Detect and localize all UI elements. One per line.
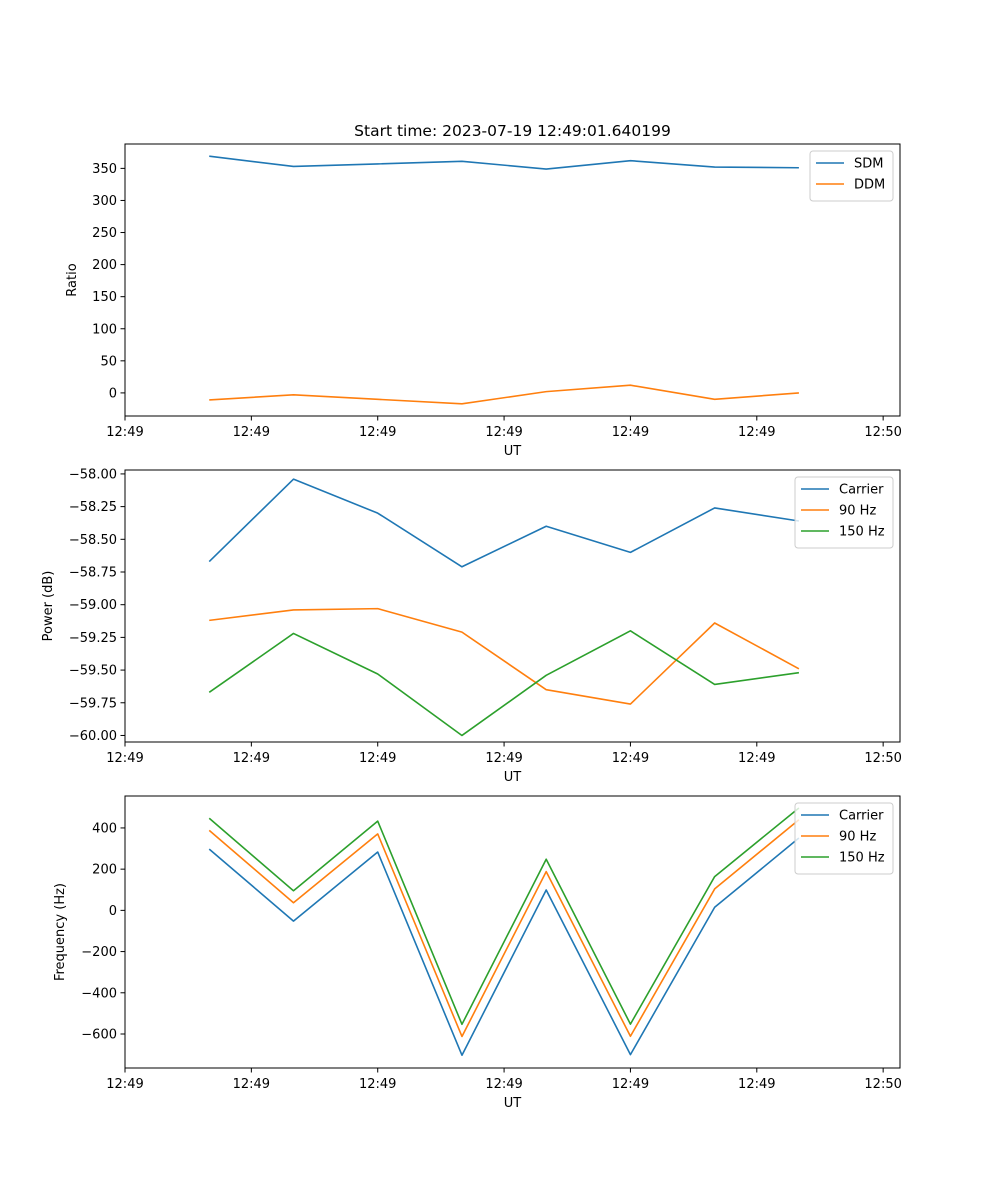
- x-tick-label: 12:49: [738, 1077, 775, 1092]
- y-tick-label: 200: [92, 863, 117, 878]
- legend: Carrier 90 Hz 150 Hz: [794, 802, 894, 875]
- series-line-carrier: [208, 837, 800, 1057]
- x-tick-label: 12:49: [106, 751, 143, 766]
- x-tick-label: 12:49: [612, 751, 649, 766]
- charts: 12:49 12:49 12:49 12:49 12:49 12:49 12:50 0 50 10…: [41, 122, 902, 1111]
- x-axis-label: UT: [504, 444, 522, 459]
- x-tick-label: 12:50: [864, 1077, 901, 1092]
- series-line-150-hz: [208, 807, 800, 1026]
- y-tick-label: −58.75: [69, 566, 117, 581]
- legend-label: Carrier: [839, 809, 884, 824]
- legend-label: 150 Hz: [839, 851, 885, 866]
- chart-panel-2: 12:49 12:49 12:49 12:49 12:49 12:49 12:50 −58.0…: [41, 467, 902, 785]
- series-line-90-hz: [208, 819, 800, 1038]
- y-tick-label: 0: [109, 904, 117, 919]
- x-tick-label: 12:49: [359, 751, 396, 766]
- x-tick-label: 12:49: [485, 1077, 522, 1092]
- x-tick-label: 12:49: [485, 425, 522, 440]
- y-tick-label: −400: [81, 986, 117, 1001]
- x-axis-label: UT: [504, 770, 522, 785]
- legend-label: Carrier: [839, 483, 884, 498]
- y-tick-label: 250: [92, 226, 117, 241]
- x-tick-label: 12:49: [738, 425, 775, 440]
- legend-label: 90 Hz: [839, 504, 876, 519]
- y-tick-label: 50: [100, 354, 117, 369]
- x-tick-label: 12:49: [612, 425, 649, 440]
- x-tick-label: 12:49: [233, 1077, 270, 1092]
- legend-label: SDM: [854, 157, 883, 172]
- y-tick-label: −58.50: [69, 533, 117, 548]
- axes-frame: [124, 143, 901, 417]
- x-tick-label: 12:50: [864, 425, 901, 440]
- x-tick-label: 12:49: [359, 1077, 396, 1092]
- y-axis-label: Frequency (Hz): [53, 883, 68, 981]
- x-tick-label: 12:50: [864, 751, 901, 766]
- y-tick-label: −60.00: [69, 729, 117, 744]
- chart-title: Start time: 2023-07-19 12:49:01.640199: [354, 122, 671, 140]
- x-tick-label: 12:49: [233, 751, 270, 766]
- legend-label: 90 Hz: [839, 830, 876, 845]
- y-tick-label: 150: [92, 290, 117, 305]
- series-line-150-hz: [208, 630, 800, 737]
- axes-frame: [124, 795, 901, 1069]
- axes-frame: [124, 469, 901, 743]
- legend: Carrier 90 Hz 150 Hz: [794, 476, 894, 549]
- x-tick-label: 12:49: [359, 425, 396, 440]
- series-line-sdm: [209, 155, 799, 170]
- y-tick-label: −59.75: [69, 696, 117, 711]
- y-axis-label: Ratio: [65, 263, 80, 296]
- y-tick-label: −600: [81, 1028, 117, 1043]
- y-tick-label: 350: [92, 162, 117, 177]
- y-tick-label: 200: [92, 258, 117, 273]
- y-tick-label: 0: [109, 386, 117, 401]
- y-tick-label: 400: [92, 821, 117, 836]
- y-tick-label: 300: [92, 194, 117, 209]
- x-tick-label: 12:49: [738, 751, 775, 766]
- y-tick-label: −59.50: [69, 664, 117, 679]
- series-line-carrier: [208, 478, 800, 568]
- legend-label: DDM: [854, 178, 885, 193]
- y-tick-label: −58.25: [69, 500, 117, 515]
- legend: SDM DDM: [809, 150, 894, 202]
- x-tick-label: 12:49: [485, 751, 522, 766]
- y-axis-label: Power (dB): [41, 571, 56, 642]
- x-tick-label: 12:49: [106, 425, 143, 440]
- y-tick-label: −200: [81, 945, 117, 960]
- series-line-90-hz: [209, 607, 800, 705]
- chart-panel-1: 12:49 12:49 12:49 12:49 12:49 12:49 12:50 0 50 10…: [65, 122, 902, 459]
- y-tick-label: −59.25: [69, 631, 117, 646]
- y-tick-label: −59.00: [69, 598, 117, 613]
- y-tick-label: −58.00: [69, 467, 117, 482]
- x-tick-label: 12:49: [106, 1077, 143, 1092]
- chart-panel-3: 12:49 12:49 12:49 12:49 12:49 12:49 12:50 400 20…: [53, 795, 902, 1111]
- x-tick-label: 12:49: [612, 1077, 649, 1092]
- x-tick-label: 12:49: [233, 425, 270, 440]
- y-tick-label: 100: [92, 322, 117, 337]
- x-axis-label: UT: [504, 1096, 522, 1111]
- series-line-ddm: [209, 384, 799, 405]
- legend-label: 150 Hz: [839, 525, 885, 540]
